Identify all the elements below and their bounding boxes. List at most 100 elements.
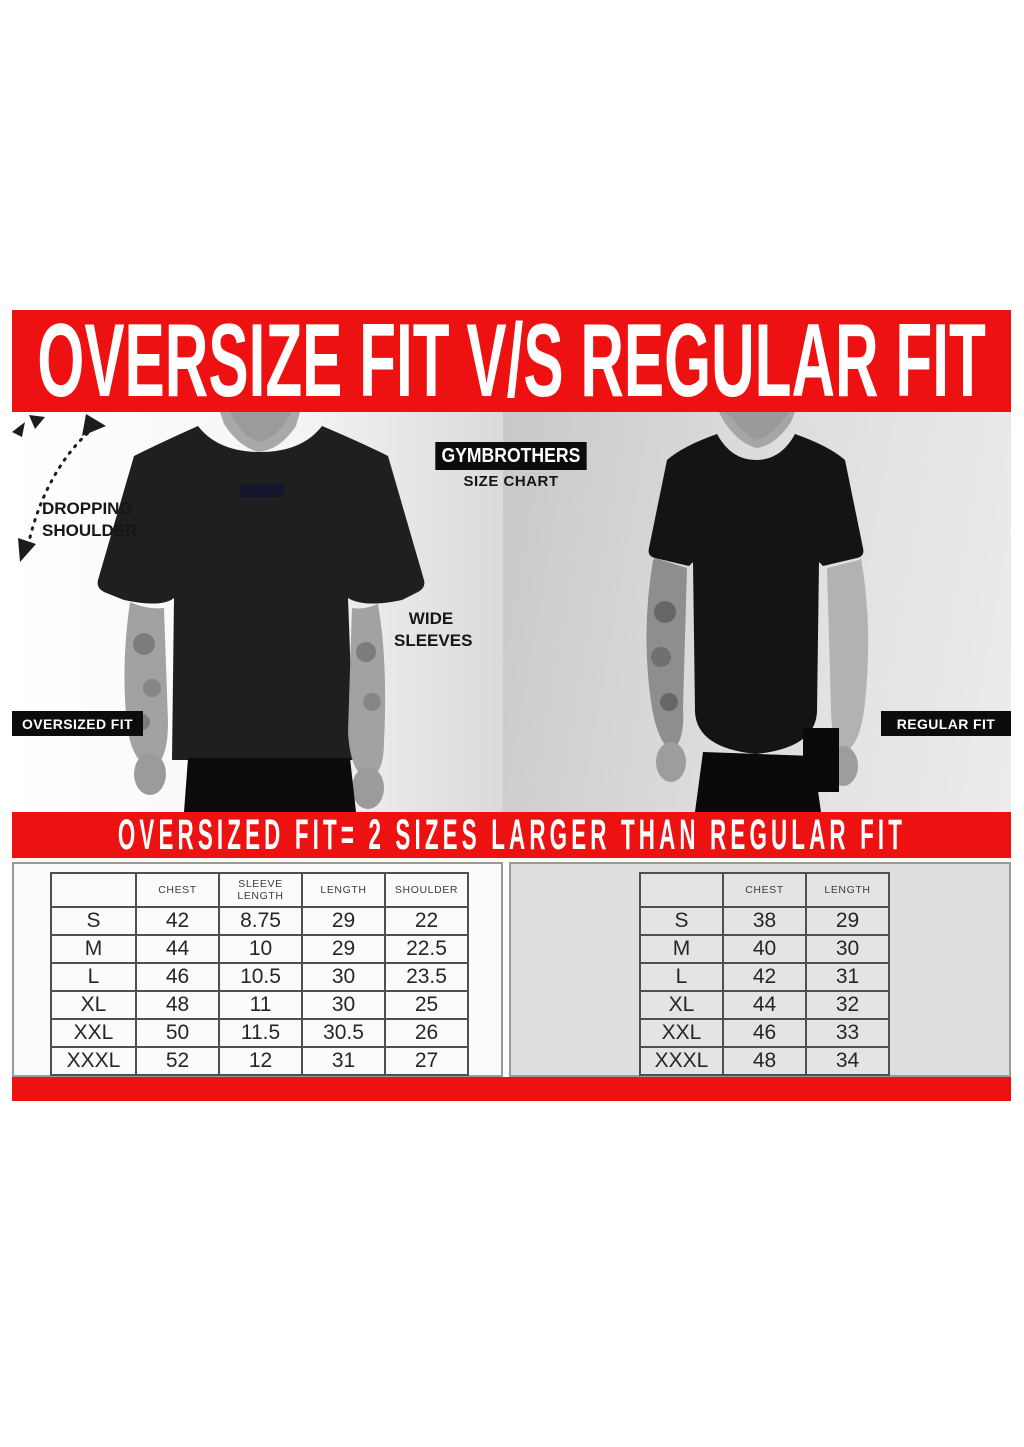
title-banner: OVERSIZE FIT V/S REGULAR FIT xyxy=(12,303,1011,419)
column-header: SHOULDER xyxy=(384,872,469,908)
table-row: XL 44 32 xyxy=(639,990,890,1020)
size-label: S xyxy=(639,906,724,936)
size-label: M xyxy=(50,934,137,964)
table-row: XXXL 52 12 31 27 xyxy=(50,1046,469,1076)
size-value: 26 xyxy=(384,1018,469,1048)
model-beard-shadow xyxy=(230,412,292,442)
size-value: 30 xyxy=(805,934,890,964)
table-row: S 42 8.75 29 22 xyxy=(50,906,469,936)
chest-logo-patch xyxy=(240,484,284,497)
size-value: 30 xyxy=(301,962,386,992)
size-value: 48 xyxy=(135,990,220,1020)
size-label: XL xyxy=(639,990,724,1020)
dropping-shoulder-line2: SHOULDER xyxy=(42,521,138,541)
tattoo-shade xyxy=(143,679,161,697)
oversized-fit-photo: DROPPING SHOULDER WIDE SLEEVES xyxy=(12,412,503,812)
table-row: XXL 50 11.5 30.5 26 xyxy=(50,1018,469,1048)
size-value: 31 xyxy=(805,962,890,992)
column-header xyxy=(639,872,724,908)
brand-block: GYMBROTHERS SIZE CHART xyxy=(435,442,587,490)
size-value: 32 xyxy=(805,990,890,1020)
brand-badge: GYMBROTHERS xyxy=(435,442,587,470)
regular-size-table-panel: CHEST LENGTH S 38 29 M 40 30 L 42 31 XL 44 32 XXL 46 33 X… xyxy=(509,862,1011,1077)
size-value: 50 xyxy=(135,1018,220,1048)
regular-size-table: CHEST LENGTH S 38 29 M 40 30 L 42 31 XL 44 32 XXL 46 33 X… xyxy=(639,872,890,1076)
model-beard-shadow xyxy=(725,412,789,440)
size-value: 22 xyxy=(384,906,469,936)
size-value: 22.5 xyxy=(384,934,469,964)
table-row: S 38 29 xyxy=(639,906,890,936)
table-row: L 42 31 xyxy=(639,962,890,992)
model-left-hand xyxy=(656,742,686,782)
column-header: SLEEVE LENGTH xyxy=(218,872,303,908)
size-value: 33 xyxy=(805,1018,890,1048)
size-value: 29 xyxy=(301,906,386,936)
regular-fit-photo xyxy=(503,412,1011,812)
size-value: 11.5 xyxy=(218,1018,303,1048)
table-row: XL 48 11 30 25 xyxy=(50,990,469,1020)
tattoo-shade xyxy=(356,642,376,662)
size-value: 40 xyxy=(722,934,807,964)
size-value: 8.75 xyxy=(218,906,303,936)
size-value: 44 xyxy=(722,990,807,1020)
model-left-hand xyxy=(134,753,166,795)
size-value: 48 xyxy=(722,1046,807,1076)
column-header: CHEST xyxy=(135,872,220,908)
model-right-forearm xyxy=(827,558,869,752)
size-label: L xyxy=(639,962,724,992)
tattoo-shade xyxy=(133,633,155,655)
size-value: 52 xyxy=(135,1046,220,1076)
oversized-tshirt xyxy=(97,426,425,760)
tattoo-shade xyxy=(654,601,676,623)
size-value: 25 xyxy=(384,990,469,1020)
column-header: LENGTH xyxy=(805,872,890,908)
size-value: 29 xyxy=(301,934,386,964)
size-value: 46 xyxy=(135,962,220,992)
model-pants xyxy=(695,752,821,812)
size-label: M xyxy=(639,934,724,964)
table-row: M 44 10 29 22.5 xyxy=(50,934,469,964)
column-header xyxy=(50,872,137,908)
size-value: 42 xyxy=(135,906,220,936)
wide-sleeves-line1: WIDE xyxy=(408,609,454,628)
column-header: LENGTH xyxy=(301,872,386,908)
page-title: OVERSIZE FIT V/S REGULAR FIT xyxy=(37,303,986,419)
size-label: XXXL xyxy=(639,1046,724,1076)
size-value: 23.5 xyxy=(384,962,469,992)
size-value: 10 xyxy=(218,934,303,964)
size-tables-section: CHEST SLEEVE LENGTH LENGTH SHOULDER S 42 8.75 2… xyxy=(12,858,1011,1077)
size-label: XXXL xyxy=(50,1046,137,1076)
model-right-forearm xyxy=(348,604,386,780)
comparison-note: OVERSIZED FIT= 2 SIZES LARGER THAN REGUL… xyxy=(117,810,906,859)
header-row: CHEST SLEEVE LENGTH LENGTH SHOULDER xyxy=(50,872,469,908)
tattoo-shade xyxy=(363,693,381,711)
oversized-model-silhouette xyxy=(97,412,425,812)
regular-fit-caption: REGULAR FIT xyxy=(881,711,1011,736)
size-value: 44 xyxy=(135,934,220,964)
size-value: 34 xyxy=(805,1046,890,1076)
header-row: CHEST LENGTH xyxy=(639,872,890,908)
dropping-shoulder-line1: DROPPING xyxy=(42,499,133,518)
dropping-shoulder-note: DROPPING SHOULDER xyxy=(42,498,137,542)
oversized-size-table-panel: CHEST SLEEVE LENGTH LENGTH SHOULDER S 42 8.75 2… xyxy=(12,862,503,1077)
wide-sleeves-line2: SLEEVES xyxy=(394,631,473,651)
size-value: 38 xyxy=(722,906,807,936)
size-value: 29 xyxy=(805,906,890,936)
model-right-hand xyxy=(352,767,384,809)
bottom-accent-bar xyxy=(12,1077,1011,1101)
size-label: L xyxy=(50,962,137,992)
size-value: 12 xyxy=(218,1046,303,1076)
size-label: XL xyxy=(50,990,137,1020)
model-pants xyxy=(184,758,356,812)
table-row: XXXL 48 34 xyxy=(639,1046,890,1076)
table-row: L 46 10.5 30 23.5 xyxy=(50,962,469,992)
table-row: M 40 30 xyxy=(639,934,890,964)
size-value: 10.5 xyxy=(218,962,303,992)
regular-tshirt xyxy=(648,434,864,754)
size-value: 31 xyxy=(301,1046,386,1076)
size-value: 11 xyxy=(218,990,303,1020)
size-value: 46 xyxy=(722,1018,807,1048)
size-label: S xyxy=(50,906,137,936)
oversized-size-table: CHEST SLEEVE LENGTH LENGTH SHOULDER S 42 8.75 2… xyxy=(50,872,469,1076)
